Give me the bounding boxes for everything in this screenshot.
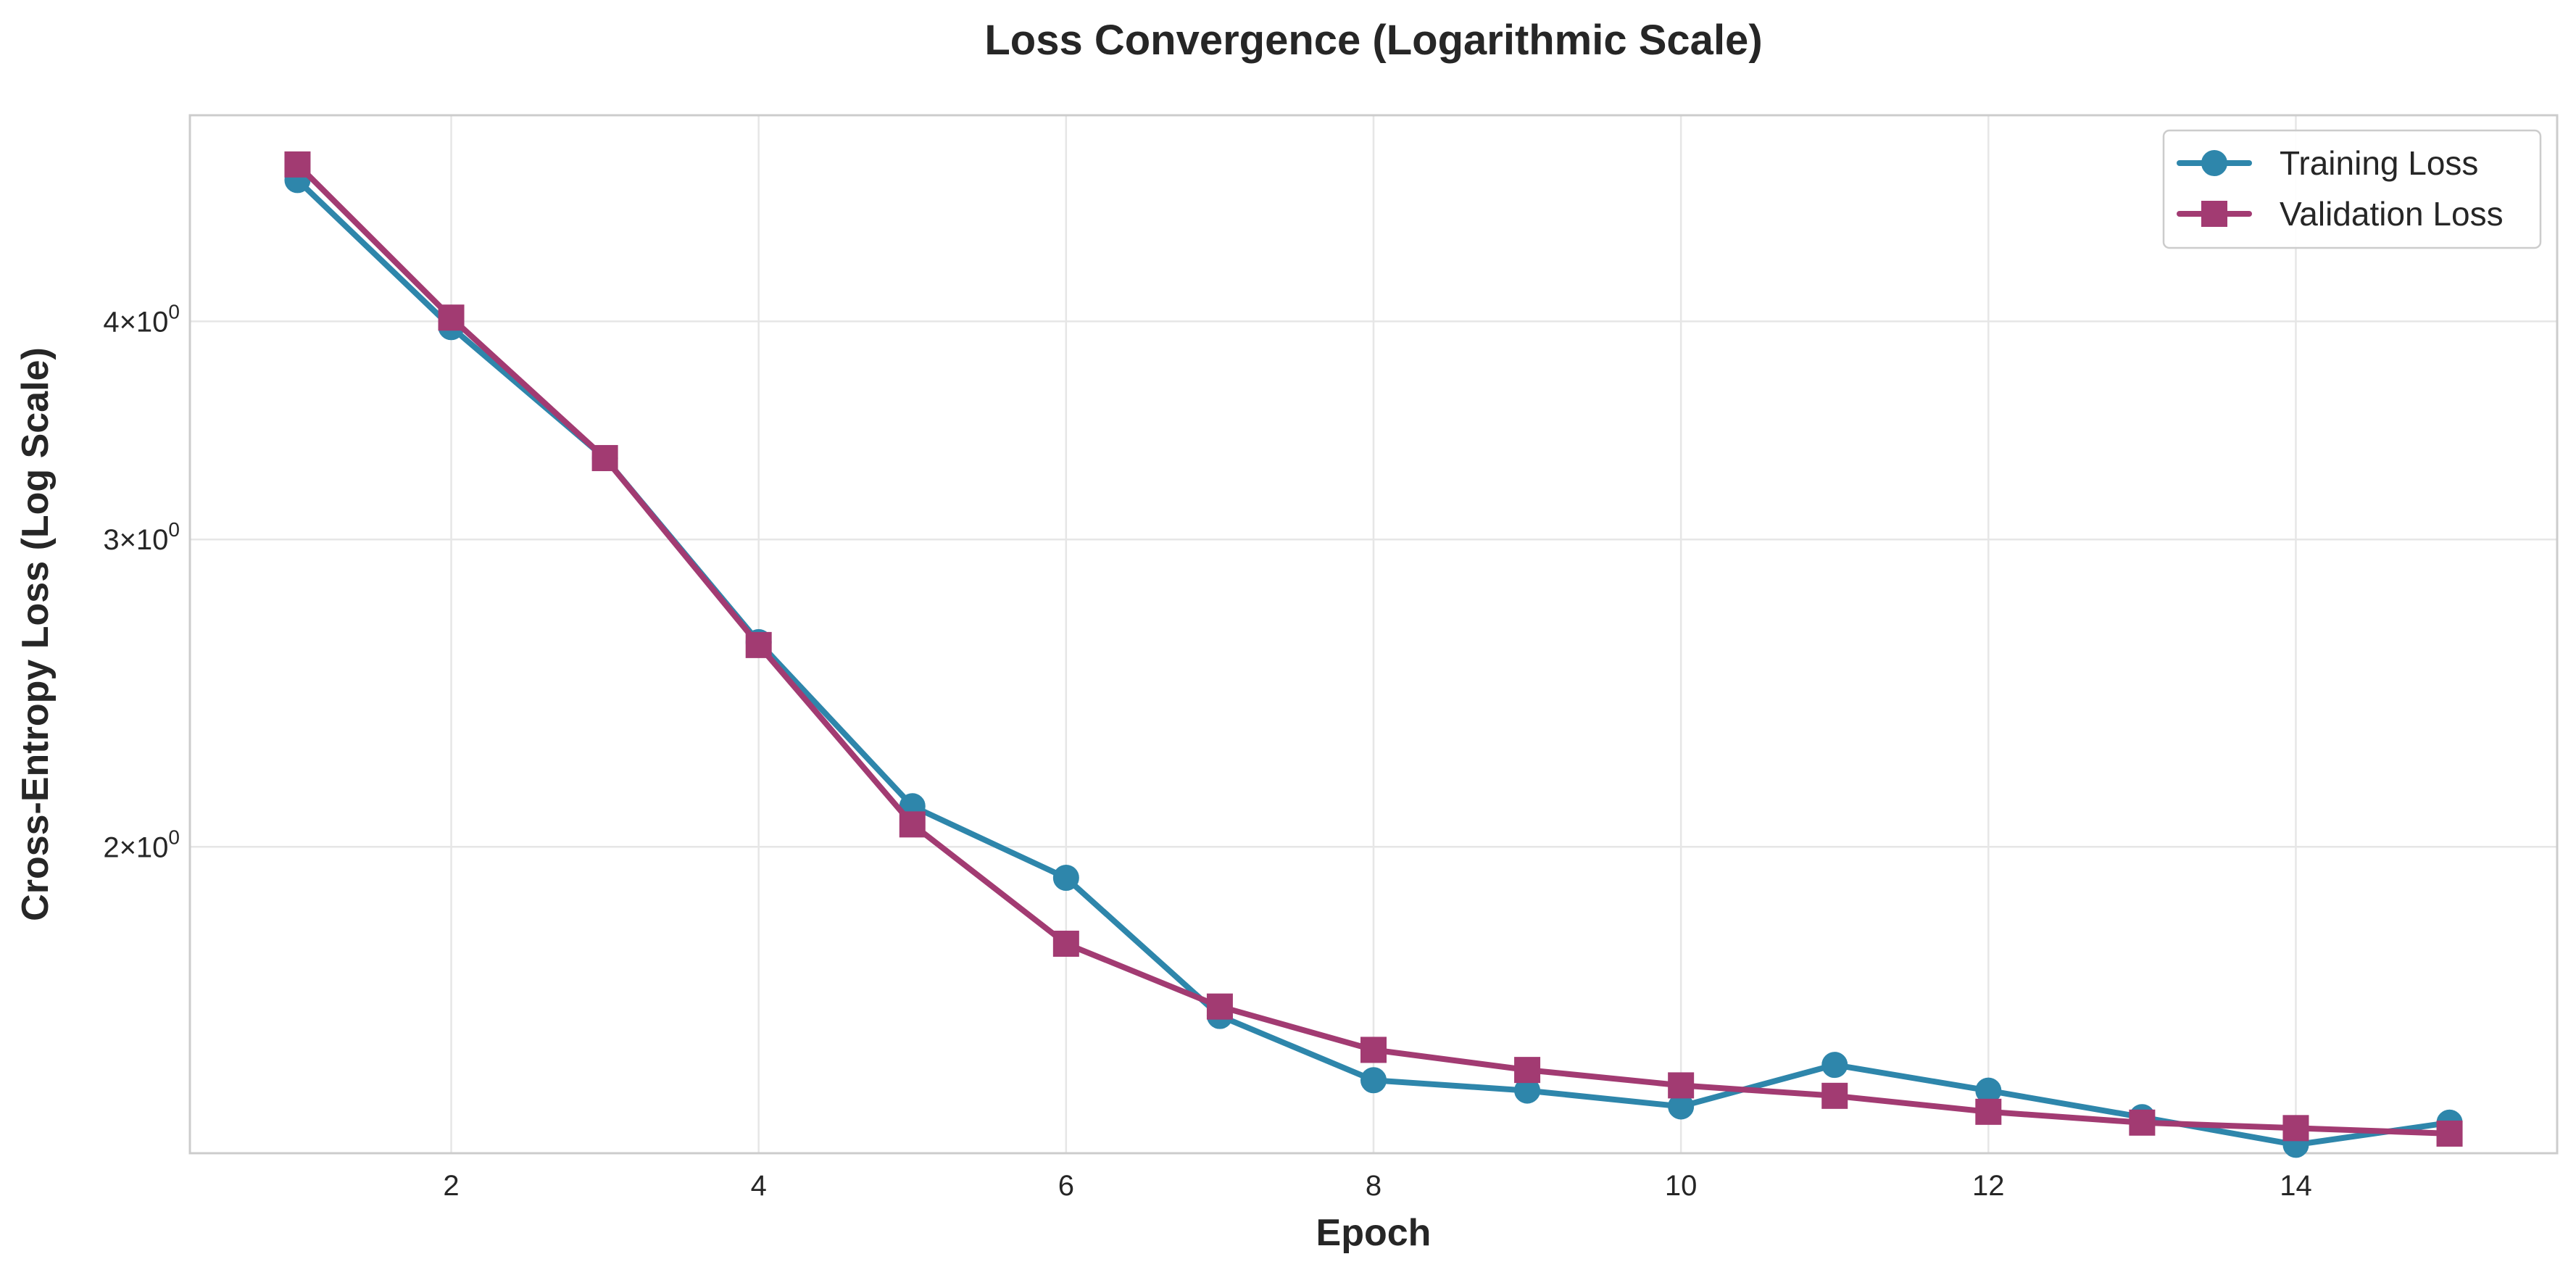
y-tick-times: × <box>120 831 136 863</box>
validation-loss-point <box>2436 1120 2463 1147</box>
chart-title: Loss Convergence (Logarithmic Scale) <box>984 17 1762 64</box>
y-tick-times: × <box>120 524 136 556</box>
y-tick-exponent: 0 <box>168 518 180 541</box>
x-tick-label: 4 <box>751 1170 767 1202</box>
x-tick-label: 10 <box>1665 1170 1698 1202</box>
y-tick-mantissa: 4 <box>103 306 119 338</box>
y-tick-exponent: 0 <box>168 826 180 848</box>
x-tick-label: 12 <box>1972 1170 2005 1202</box>
validation-loss-point <box>1052 930 1079 957</box>
legend-label-validation-loss: Validation Loss <box>2280 195 2504 233</box>
y-tick-mantissa: 2 <box>103 831 119 863</box>
y-tick-times: × <box>120 306 136 338</box>
y-tick-base: 10 <box>136 831 169 863</box>
series-layer <box>284 151 2463 1158</box>
validation-loss-point <box>1975 1098 2002 1125</box>
x-tick-label: 6 <box>1058 1170 1074 1202</box>
y-tick-label: 2×100 <box>103 826 180 863</box>
validation-loss-point <box>1668 1072 1695 1099</box>
x-axis-label: Epoch <box>1316 1212 1432 1254</box>
validation-loss-point <box>2282 1115 2309 1142</box>
validation-loss-point <box>591 444 618 471</box>
validation-loss-point <box>1206 993 1233 1020</box>
validation-loss-point <box>1821 1082 1848 1109</box>
training-loss-point <box>1052 864 1079 891</box>
x-tick-label: 14 <box>2280 1170 2312 1202</box>
training-loss-point <box>1821 1052 1848 1079</box>
validation-loss-point <box>2129 1109 2156 1136</box>
validation-loss-series <box>284 151 2463 1147</box>
x-tick-label: 2 <box>443 1170 459 1202</box>
validation-loss-point <box>438 304 465 331</box>
legend-marker-validation-loss <box>2201 201 2227 227</box>
validation-loss-point <box>899 811 926 838</box>
legend-item-validation-loss: Validation Loss <box>2177 195 2504 233</box>
legend-item-training-loss: Training Loss <box>2177 144 2478 182</box>
training-loss-point <box>1360 1067 1387 1094</box>
legend-box <box>2162 129 2542 249</box>
validation-loss-point <box>284 151 311 178</box>
y-tick-base: 10 <box>136 524 169 556</box>
y-tick-label: 3×100 <box>103 518 180 556</box>
legend-marker-training-loss <box>2201 150 2227 176</box>
legend-label-training-loss: Training Loss <box>2280 144 2478 182</box>
y-tick-base: 10 <box>136 306 169 338</box>
legend: Training Loss Validation Loss <box>2162 129 2542 249</box>
y-tick-label: 4×100 <box>103 300 180 338</box>
validation-loss-point <box>1360 1037 1387 1063</box>
y-tick-mantissa: 3 <box>103 524 119 556</box>
validation-loss-point <box>1514 1057 1541 1084</box>
y-axis-label: Cross-Entropy Loss (Log Scale) <box>14 347 57 921</box>
validation-loss-point <box>745 631 772 658</box>
y-tick-exponent: 0 <box>168 300 180 323</box>
x-tick-label: 8 <box>1366 1170 1382 1202</box>
plot-area-frame <box>188 114 2559 1155</box>
